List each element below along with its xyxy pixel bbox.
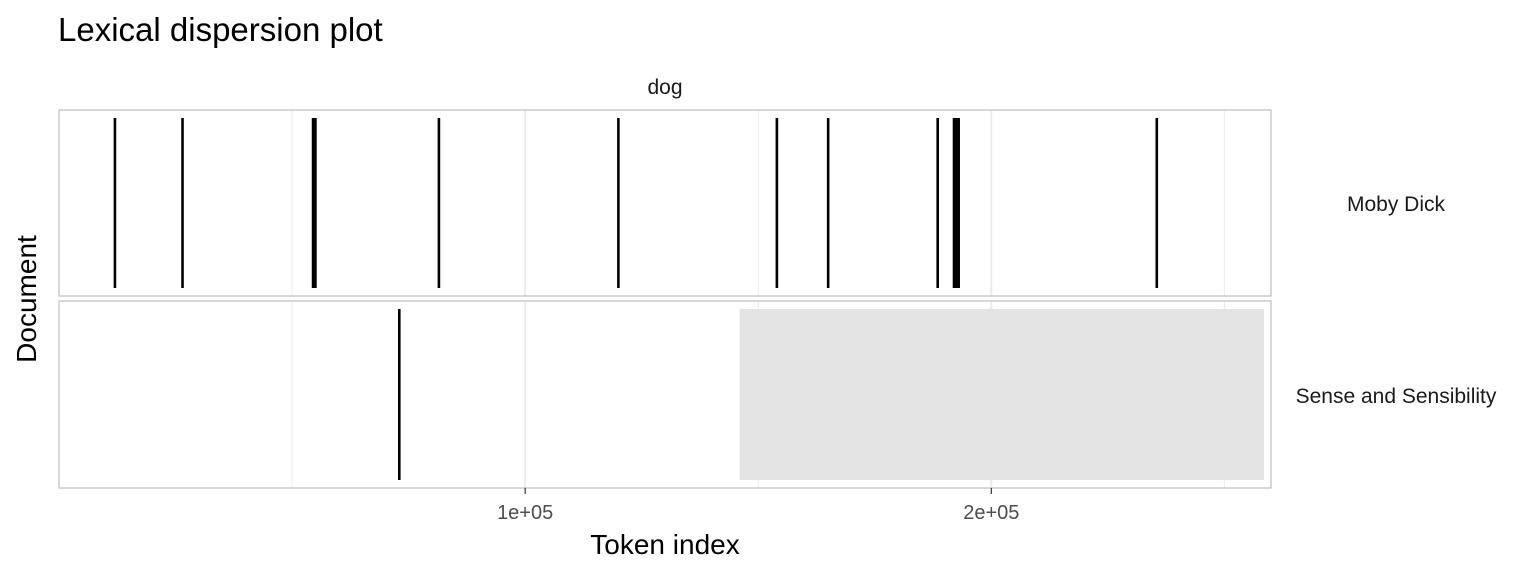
x-tick-label: 2e+05	[963, 502, 1019, 524]
panel-moby-dick	[58, 109, 1272, 297]
x-axis: 1e+05 2e+05	[497, 488, 1019, 524]
panel-label-moby-dick: Moby Dick	[1347, 193, 1446, 216]
facet-strip-label: dog	[647, 76, 682, 99]
x-tick-label: 1e+05	[497, 502, 553, 524]
panel-sense-and-sensibility	[58, 300, 1272, 489]
shaded-region	[739, 309, 1265, 480]
panel-label-sense-and-sensibility: Sense and Sensibility	[1296, 385, 1497, 408]
panel-border	[58, 300, 1272, 489]
panel-background	[59, 110, 1271, 296]
x-axis-title: Token index	[590, 529, 739, 560]
chart-title: Lexical dispersion plot	[58, 11, 383, 48]
panel-border	[58, 109, 1272, 297]
y-axis-title: Document	[11, 235, 42, 363]
